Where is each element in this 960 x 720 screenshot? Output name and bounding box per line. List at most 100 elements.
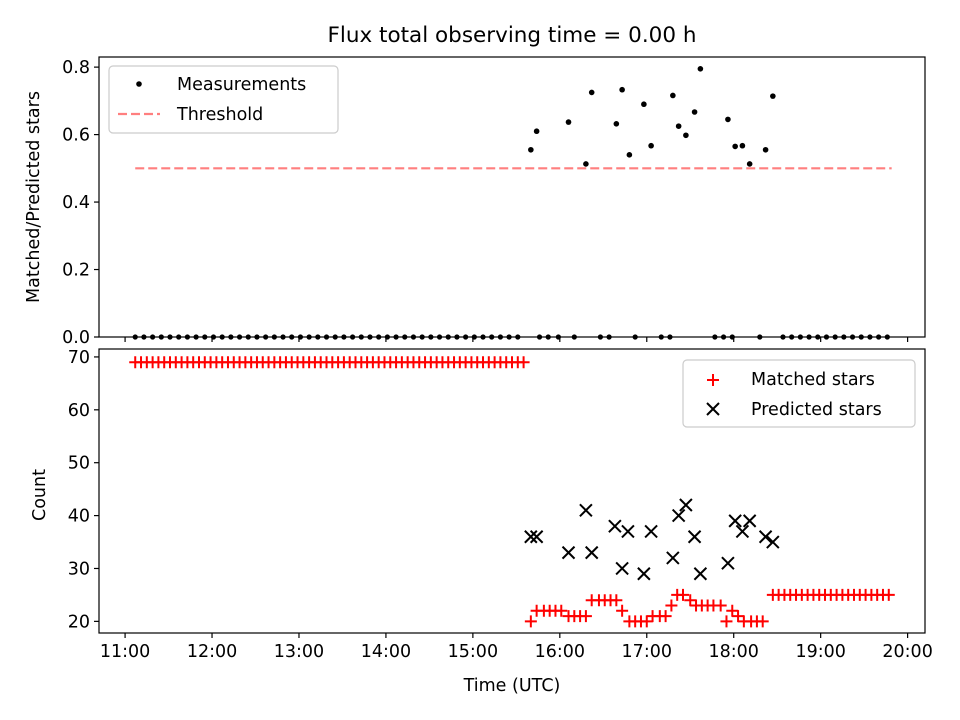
measurement-point xyxy=(675,123,682,129)
measurement-point-zero xyxy=(757,334,763,340)
measurement-point xyxy=(691,109,698,115)
measurement-point-zero xyxy=(506,334,512,340)
measurement-point xyxy=(588,89,595,96)
measurement-point xyxy=(683,132,689,139)
matched-star-marker xyxy=(524,615,537,628)
predicted-star-marker xyxy=(524,530,538,544)
legend-measurements-label: Measurements xyxy=(177,75,306,95)
measurement-point xyxy=(583,161,589,167)
count-x-tick-label: 13:00 xyxy=(274,642,324,662)
legend-matched-label: Matched stars xyxy=(751,370,875,390)
ratio-y-axis-label: Matched/Predicted stars xyxy=(24,91,44,303)
ratio-y-tick-label: 0.2 xyxy=(62,261,90,281)
measurement-point xyxy=(626,152,633,158)
matched-star-marker xyxy=(726,604,739,617)
measurement-point-zero xyxy=(402,334,408,340)
measurement-point xyxy=(619,86,625,93)
ratio-panel: 0.00.20.40.60.8 Matched/Predicted stars … xyxy=(24,56,926,348)
measurement-point-zero xyxy=(184,334,190,340)
count-legend: Matched stars Predicted stars xyxy=(682,359,916,428)
ratio-y-tick-label: 0.4 xyxy=(62,193,90,213)
measurement-point-zero xyxy=(428,334,434,340)
measurement-point xyxy=(697,66,704,72)
measurement-point xyxy=(770,93,776,99)
measurement-point-zero xyxy=(228,334,234,340)
matched-star-marker xyxy=(640,615,653,628)
legend-measurements-marker xyxy=(136,81,142,87)
measurement-point-zero xyxy=(132,334,138,340)
measurement-point-zero xyxy=(202,334,208,340)
matched-star-marker xyxy=(714,599,727,612)
predicted-star-marker xyxy=(529,530,544,544)
ratio-legend-box xyxy=(108,65,339,134)
measurement-point-zero xyxy=(445,334,451,340)
measurement-point-zero xyxy=(376,334,382,340)
predicted-star-marker xyxy=(615,561,629,576)
measurement-point-zero xyxy=(254,334,260,340)
predicted-star-marker xyxy=(679,498,693,512)
predicted-star-marker xyxy=(637,567,651,581)
measurement-point-zero xyxy=(419,334,425,340)
count-legend-box xyxy=(682,359,916,428)
matched-star-marker xyxy=(665,599,678,612)
matched-star-marker xyxy=(676,588,689,601)
matched-star-marker xyxy=(882,588,895,601)
count-x-tick-label: 20:00 xyxy=(882,642,932,662)
measurement-point-zero xyxy=(315,334,321,340)
measurement-point-zero xyxy=(823,334,830,340)
measurement-point-zero xyxy=(263,334,269,340)
count-y-tick-label: 20 xyxy=(68,612,90,632)
count-y-tick-label: 70 xyxy=(68,348,90,368)
measurement-point-zero xyxy=(849,334,856,340)
predicted-star-marker xyxy=(693,567,708,581)
measurement-point-zero xyxy=(332,334,338,340)
predicted-star-marker xyxy=(666,551,680,565)
measurement-point-zero xyxy=(571,334,577,340)
measurement-point xyxy=(725,116,731,123)
predicted-star-marker xyxy=(721,556,735,570)
count-x-tick-label: 18:00 xyxy=(708,642,758,662)
matched-star-marker xyxy=(517,356,530,369)
measurement-point-zero xyxy=(806,334,812,340)
measurement-point xyxy=(746,161,753,167)
count-axes-ticks: 11:00 12:00 13:00 14:00 15:00 16:00 17:00 18:00… xyxy=(68,348,933,662)
count-x-tick-label: 14:00 xyxy=(361,642,411,662)
ratio-y-tick-label: 0.6 xyxy=(62,126,90,146)
matched-star-marker xyxy=(555,604,568,617)
ratio-axes-frame xyxy=(98,56,926,338)
measurement-point-zero xyxy=(236,334,243,340)
matched-star-marker xyxy=(579,610,592,623)
measurement-point-zero xyxy=(150,334,156,340)
measurement-point-zero xyxy=(454,334,460,340)
measurement-point-zero xyxy=(841,334,847,340)
measurement-point xyxy=(732,143,738,150)
measurement-point-zero xyxy=(393,334,399,340)
count-x-tick-label: 19:00 xyxy=(795,642,845,662)
measurement-point-zero xyxy=(815,334,821,340)
matched-star-marker xyxy=(732,610,745,623)
count-x-tick-label: 11:00 xyxy=(100,642,150,662)
measurement-point-zero xyxy=(536,334,543,340)
measurement-point-zero xyxy=(245,334,251,340)
predicted-star-marker xyxy=(671,508,686,523)
measurement-point-zero xyxy=(884,334,890,340)
matched-star-marker xyxy=(756,615,769,628)
measurement-point-zero xyxy=(358,334,364,340)
measurement-point-zero xyxy=(712,334,718,340)
measurement-point xyxy=(565,119,572,125)
measurement-point-zero xyxy=(658,334,664,340)
predicted-star-marker xyxy=(621,524,635,539)
measurement-point-zero xyxy=(141,334,147,340)
measurement-point-zero xyxy=(876,334,882,340)
predicted-star-marker xyxy=(687,530,702,544)
predicted-star-marker xyxy=(608,519,622,533)
measurement-point xyxy=(533,128,540,135)
measurement-point xyxy=(648,142,654,149)
measurement-point-zero xyxy=(780,334,786,340)
measurement-point-zero xyxy=(858,334,864,340)
matched-star-marker xyxy=(684,594,697,607)
measurement-point-zero xyxy=(349,334,356,340)
count-y-tick-label: 40 xyxy=(68,507,90,527)
measurement-point-zero xyxy=(193,334,199,340)
